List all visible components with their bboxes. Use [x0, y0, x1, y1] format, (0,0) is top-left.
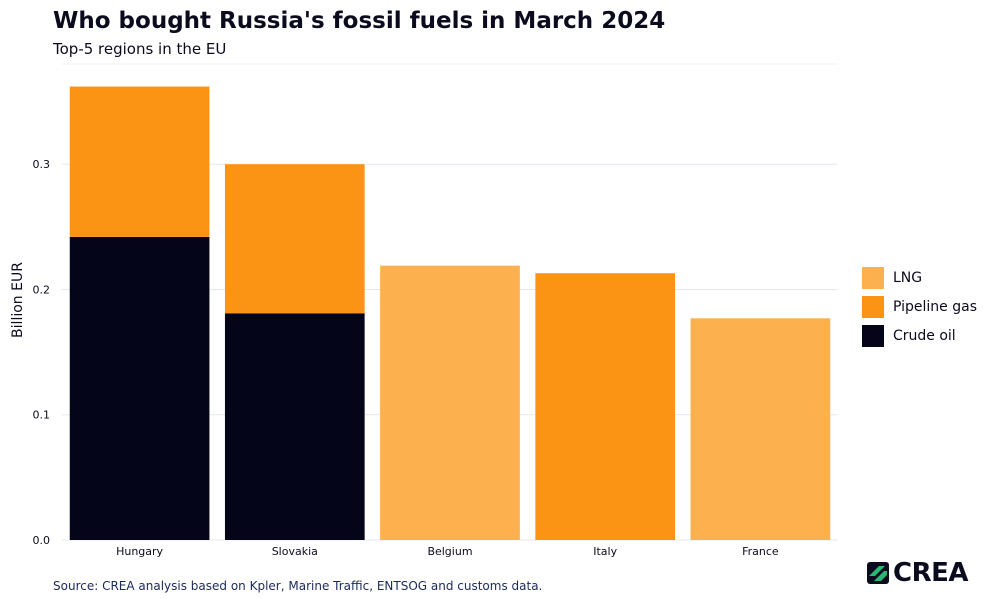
y-tick-label: 0.3 — [33, 158, 51, 171]
chart-subtitle: Top-5 regions in the EU — [53, 40, 227, 58]
bar-slovakia-pipeline-gas — [224, 164, 365, 314]
legend-swatch — [862, 325, 884, 347]
legend-label: Pipeline gas — [893, 299, 977, 315]
legend-label: Crude oil — [893, 328, 956, 344]
bar-hungary-crude-oil — [69, 236, 210, 540]
y-tick-labels: 0.0 0.1 0.2 0.3 — [33, 158, 51, 547]
x-tick-label: Hungary — [116, 545, 163, 558]
x-tick-label: Italy — [593, 545, 617, 558]
source-note: Source: CREA analysis based on Kpler, Ma… — [53, 579, 543, 593]
bar-hungary-pipeline-gas — [69, 86, 210, 237]
legend-item-crude-oil: Crude oil — [862, 324, 977, 348]
bar-italy-pipeline-gas — [535, 273, 676, 540]
x-tick-labels: Hungary Slovakia Belgium Italy France — [116, 545, 779, 558]
y-tick-label: 0.2 — [33, 283, 51, 296]
legend-label: LNG — [893, 270, 923, 286]
legend-item-pipeline-gas: Pipeline gas — [862, 295, 977, 319]
y-tick-label: 0.0 — [33, 534, 51, 547]
chart-title: Who bought Russia's fossil fuels in Marc… — [53, 8, 666, 34]
x-tick-label: France — [742, 545, 779, 558]
legend-swatch — [862, 296, 884, 318]
x-tick-label: Belgium — [427, 545, 472, 558]
legend: LNG Pipeline gas Crude oil — [862, 266, 977, 353]
legend-swatch — [862, 267, 884, 289]
logo-text: CREA — [893, 558, 968, 588]
bar-slovakia-crude-oil — [224, 313, 365, 540]
bar-belgium-lng — [380, 265, 520, 540]
crea-logo-icon — [867, 562, 889, 584]
bar-france-lng — [690, 318, 831, 540]
y-tick-label: 0.1 — [33, 409, 51, 422]
legend-item-lng: LNG — [862, 266, 977, 290]
x-tick-label: Slovakia — [272, 545, 318, 558]
crea-logo: CREA — [866, 558, 968, 588]
bar-series — [69, 86, 831, 540]
